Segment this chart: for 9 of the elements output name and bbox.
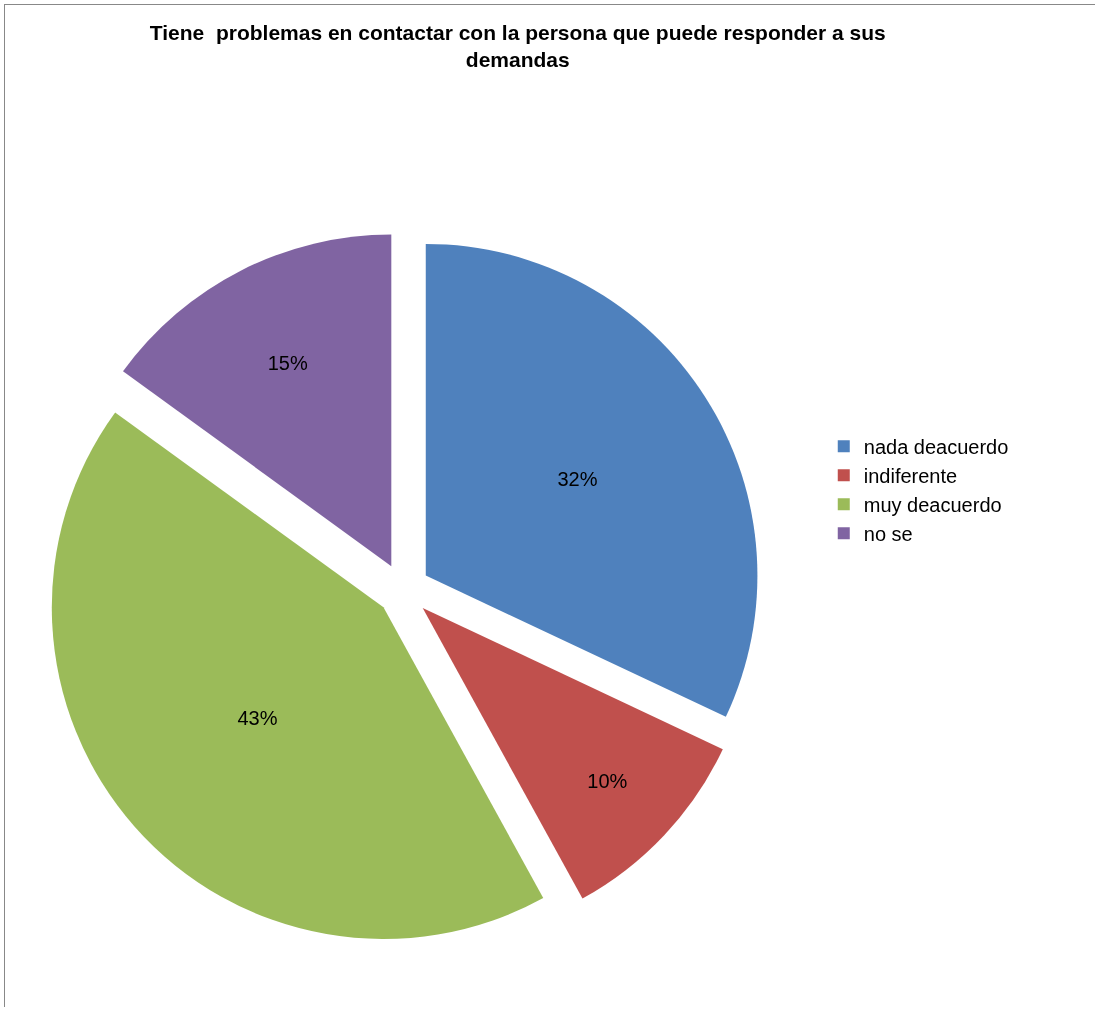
- data-label: 43%: [237, 707, 278, 730]
- legend-label: nada deacuerdo: [863, 436, 1009, 459]
- legend-label: muy deacuerdo: [863, 494, 1002, 517]
- legend-label: indiferente: [863, 465, 958, 488]
- data-label: 15%: [267, 351, 308, 374]
- chart-title: Tiene problemas en contactar con la persona que puede responder a sus demandas: [149, 21, 886, 72]
- data-label: 32%: [557, 468, 598, 491]
- legend-label: no se: [863, 523, 913, 546]
- data-label: 10%: [587, 770, 628, 793]
